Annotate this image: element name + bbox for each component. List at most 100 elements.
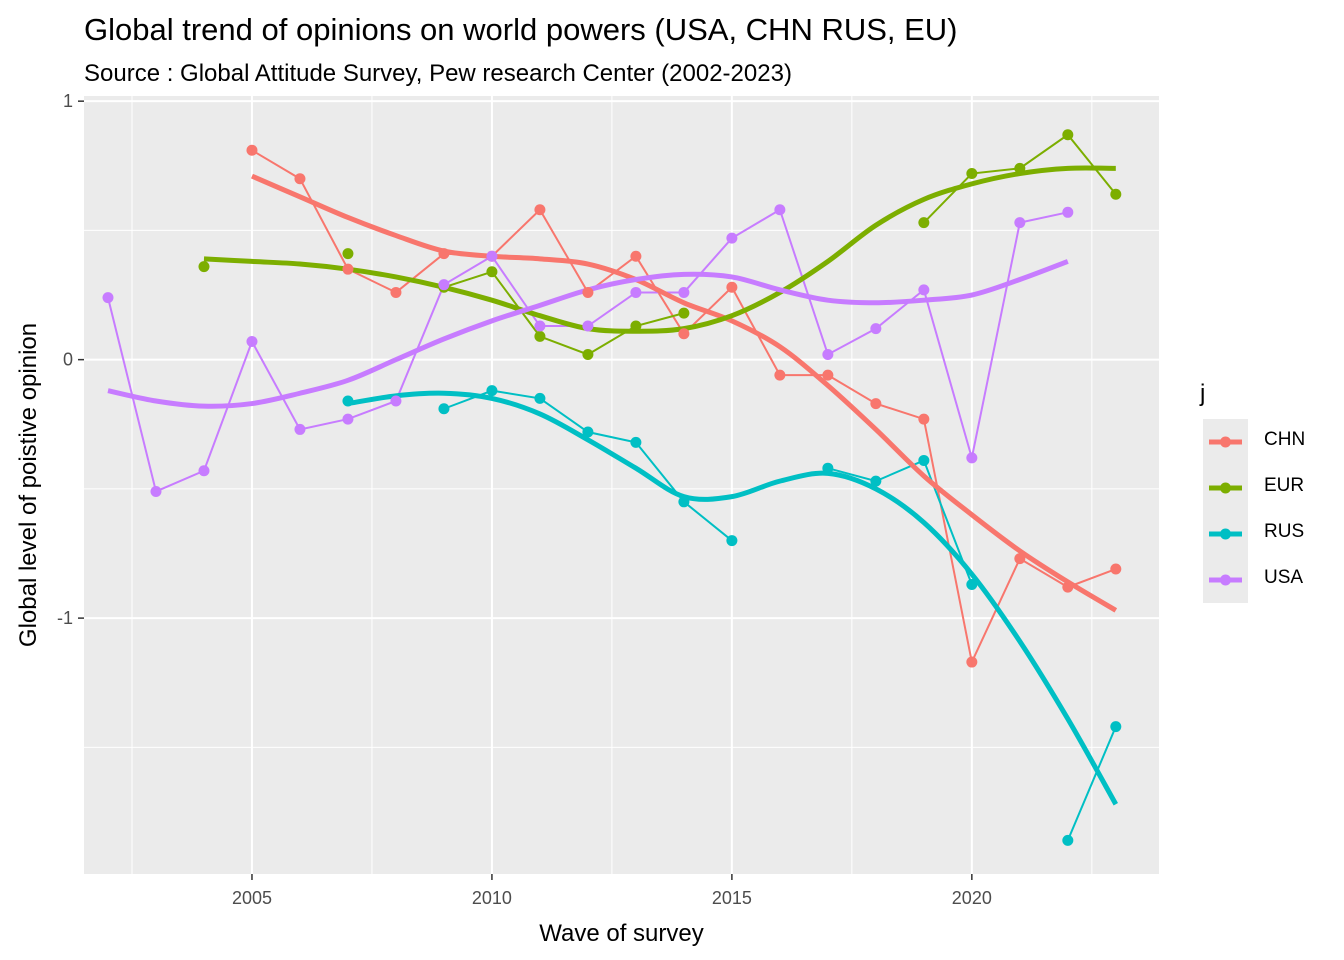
rus-data-point	[966, 579, 978, 591]
eur-data-point	[486, 266, 498, 278]
rus-data-point	[1110, 721, 1122, 733]
eur-data-point	[678, 307, 690, 319]
chn-data-point	[822, 369, 834, 381]
chn-data-point	[1062, 581, 1074, 593]
usa-data-point	[582, 320, 594, 332]
legend-key-point	[1220, 528, 1231, 540]
usa-data-point	[678, 286, 690, 298]
x-axis-title: Wave of survey	[539, 920, 704, 947]
eur-data-point	[1062, 129, 1074, 141]
legend-item-rus: RUS	[1203, 511, 1333, 557]
chn-data-point	[390, 286, 402, 298]
usa-data-point	[774, 204, 786, 216]
legend-key-point	[1220, 482, 1231, 494]
rus-data-point	[678, 496, 690, 508]
usa-data-point	[198, 465, 210, 477]
usa-data-point	[342, 413, 354, 425]
y-tick-label: 0	[63, 350, 73, 370]
legend-key	[1209, 528, 1242, 540]
chn-data-point	[678, 328, 690, 340]
chn-data-point	[534, 204, 546, 216]
usa-data-point	[1014, 217, 1026, 229]
rus-trend-line	[347, 390, 1118, 806]
legend-item-eur: EUR	[1203, 465, 1333, 511]
legend-item-usa: USA	[1203, 557, 1333, 603]
usa-data-point	[150, 485, 162, 497]
eur-data-point	[534, 330, 546, 342]
chn-data-point	[246, 144, 258, 156]
x-tick-label: 2010	[472, 888, 512, 908]
eur-data-point	[342, 248, 354, 260]
usa-data-point	[822, 348, 834, 360]
x-tick-label: 2015	[712, 888, 752, 908]
legend-label: CHN	[1264, 429, 1306, 450]
usa-data-point	[438, 279, 450, 291]
usa-data-point	[486, 250, 498, 262]
chn-data-point	[342, 263, 354, 275]
y-tick-label: -1	[57, 608, 73, 628]
legend-item-chn: CHN	[1203, 419, 1333, 465]
usa-data-point	[246, 336, 258, 348]
eur-data-point	[966, 168, 978, 180]
legend-key-background	[1203, 419, 1248, 603]
chn-data-point	[1110, 563, 1122, 575]
chn-trend-line	[250, 173, 1118, 613]
eur-data-point	[918, 217, 930, 229]
rus-data-point	[438, 403, 450, 415]
legend-title: j	[1200, 380, 1206, 407]
rus-data-point	[822, 462, 834, 474]
chn-data-point	[870, 398, 882, 410]
chn-data-point	[294, 173, 306, 185]
x-tick-label: 2020	[952, 888, 992, 908]
rus-series-line	[1066, 726, 1117, 841]
legend-label: EUR	[1264, 475, 1305, 496]
usa-data-point	[870, 323, 882, 335]
legend-label: USA	[1264, 567, 1304, 588]
rus-data-point	[918, 454, 930, 466]
usa-data-point	[534, 320, 546, 332]
chn-data-point	[918, 413, 930, 425]
legend-label: RUS	[1264, 521, 1305, 542]
chn-data-point	[582, 286, 594, 298]
rus-data-point	[486, 385, 498, 397]
chn-data-point	[774, 369, 786, 381]
chart-subtitle: Source : Global Attitude Survey, Pew res…	[84, 60, 792, 87]
rus-data-point	[534, 392, 546, 404]
eur-data-point	[1014, 162, 1026, 174]
y-tick-label: 1	[63, 91, 73, 111]
usa-data-point	[102, 292, 114, 304]
chn-data-point	[438, 248, 450, 260]
usa-data-point	[966, 452, 978, 464]
usa-data-point	[630, 286, 642, 298]
y-axis-title: Global level of poistive opinion	[15, 323, 42, 647]
rus-data-point	[726, 535, 738, 547]
eur-data-point	[582, 348, 594, 360]
chn-data-point	[630, 250, 642, 262]
rus-data-point	[870, 475, 882, 487]
usa-data-point	[1062, 206, 1074, 218]
chn-data-point	[726, 281, 738, 293]
plot-panel	[84, 96, 1159, 874]
legend-key-point	[1220, 574, 1231, 586]
legend-key	[1209, 436, 1242, 448]
x-tick-label: 2005	[232, 888, 272, 908]
usa-data-point	[390, 395, 402, 407]
usa-data-point	[726, 232, 738, 244]
rus-series-line	[827, 459, 973, 585]
usa-data-point	[918, 284, 930, 296]
eur-series-line	[443, 270, 685, 356]
rus-data-point	[630, 436, 642, 448]
rus-data-point	[582, 426, 594, 438]
legend-key	[1209, 574, 1242, 586]
chn-data-point	[966, 656, 978, 668]
eur-data-point	[198, 261, 210, 273]
legend-key-point	[1220, 436, 1231, 448]
rus-data-point	[342, 395, 354, 407]
usa-data-point	[294, 423, 306, 435]
eur-data-point	[630, 320, 642, 332]
chart-title: Global trend of opinions on world powers…	[84, 12, 958, 47]
eur-data-point	[1110, 188, 1122, 200]
legend-key	[1209, 482, 1242, 494]
chn-data-point	[1014, 553, 1026, 565]
